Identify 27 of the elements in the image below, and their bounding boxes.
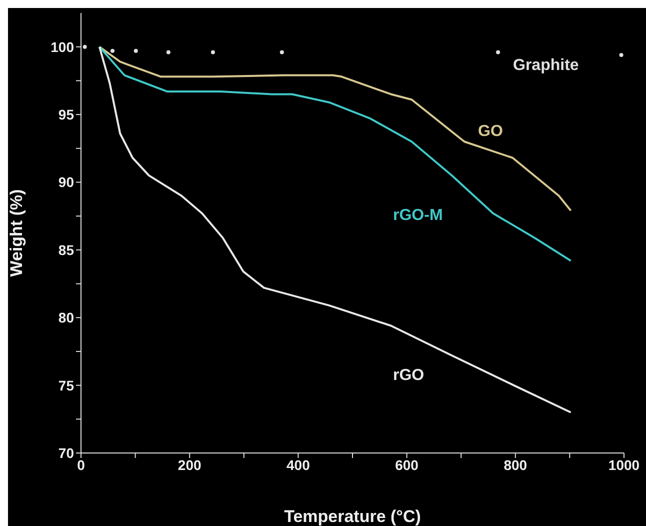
point [110,48,114,53]
x-tick-label: 400 [286,456,310,473]
y-tick-label: 100 [50,38,74,55]
point [280,50,284,54]
y-tick-label: 95 [58,106,74,123]
y-axis-title: Weight (%) [7,189,26,277]
point [619,52,624,57]
series-label: Graphite [513,57,579,74]
x-tick-label: 600 [395,456,419,473]
x-tick-label: 0 [77,456,86,473]
point [82,44,87,49]
y-tick-label: 90 [58,174,74,190]
x-tick-label: 1000 [608,456,640,473]
x-tick-label: 800 [504,456,528,473]
y-tick-label: 80 [58,310,74,326]
series-label: rGO-M [393,207,443,224]
point [496,50,500,54]
x-tick-label: 200 [178,456,202,473]
y-tick-label: 70 [58,444,74,461]
series-label: rGO [393,367,424,384]
y-tick-label: 85 [58,242,74,258]
point [134,48,138,53]
x-axis-title: Temperature (°C) [284,507,421,526]
series-label: GO [478,123,503,140]
point [210,50,215,54]
point [166,50,170,54]
y-tick-label: 75 [58,377,74,394]
